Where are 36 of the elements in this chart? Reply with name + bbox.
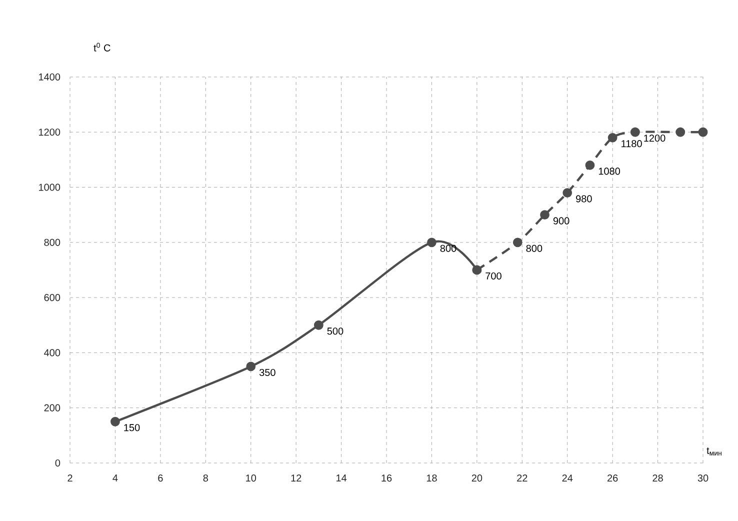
x-tick-label: 12 (291, 474, 302, 482)
x-tick-label: 22 (517, 474, 528, 482)
x-tick-label: 16 (382, 474, 392, 482)
x-tick-label: 6 (158, 474, 163, 482)
y-tick-label: 1400 (39, 73, 60, 81)
x-tick-label: 26 (608, 474, 618, 482)
y-tick-label: 800 (44, 238, 60, 246)
data-label: 800 (526, 244, 542, 252)
data-label: 1200 (644, 134, 666, 142)
x-tick-label: 4 (112, 474, 118, 482)
data-label: 980 (576, 195, 592, 202)
data-label: 350 (259, 368, 276, 376)
y-tick-label: 1000 (39, 184, 60, 191)
data-label: 900 (553, 217, 570, 224)
x-tick-label: 28 (652, 474, 663, 482)
data-label: 700 (486, 272, 502, 280)
x-tick-label: 10 (246, 474, 256, 482)
y-axis-title: t$^{0}$ C (94, 42, 110, 52)
data-label: 1080 (598, 168, 620, 175)
x-tick-label: 18 (426, 474, 437, 482)
data-label: 1180 (622, 140, 642, 148)
data-label: 150 (124, 424, 140, 432)
x-tick-label: 14 (336, 474, 347, 482)
y-tick-label: 1200 (39, 128, 60, 136)
x-tick-label: 30 (698, 474, 708, 482)
y-tick-label: 400 (44, 349, 60, 356)
y-tick-label: 200 (44, 404, 60, 412)
data-label: 500 (327, 328, 344, 335)
x-tick-label: 8 (203, 474, 208, 482)
x-tick-label: 24 (562, 474, 573, 482)
data-label: 800 (440, 244, 456, 252)
y-tick-label: 0 (55, 459, 60, 467)
y-tick-label: 600 (44, 294, 60, 302)
x-tick-label: 2 (68, 474, 72, 482)
x-axis-title: t$_{мин}$ (706, 447, 722, 456)
x-tick-label: 20 (472, 474, 482, 482)
